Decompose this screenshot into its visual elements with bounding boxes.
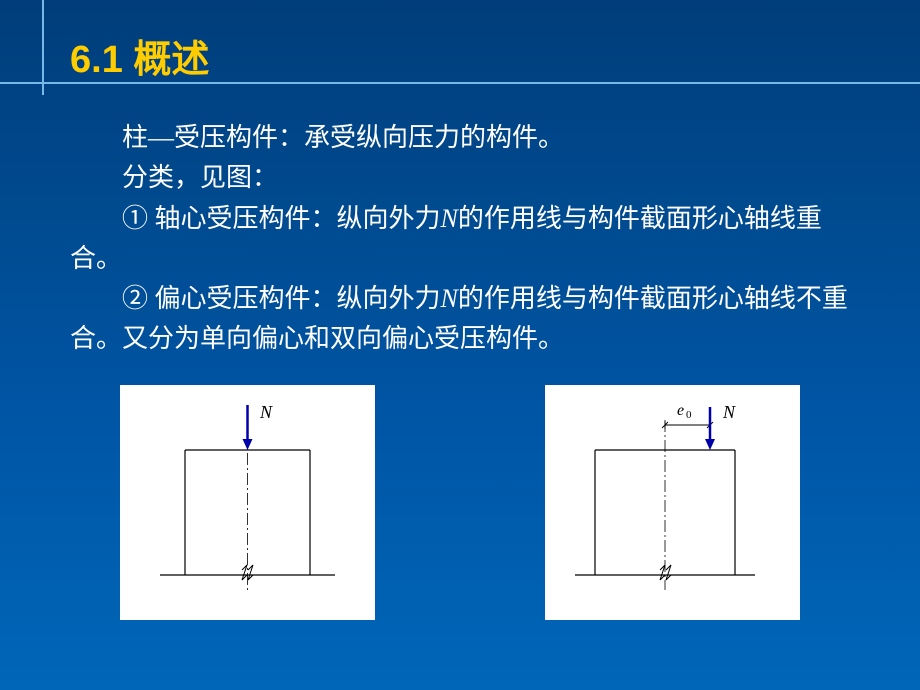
content-line-4: ② 偏心受压构件：纵向外力N的作用线与构件截面形心轴线不重合。又分为单向偏心和双… xyxy=(70,279,850,360)
eccentric-diagram-svg: N e 0 xyxy=(545,385,800,620)
title-area: 6.1 概述 xyxy=(0,0,920,83)
axial-diagram-svg: N xyxy=(120,385,375,620)
diagram-axial-compression: N xyxy=(120,385,375,620)
text-span: 柱—受压构件：承受纵向压力的构件。 xyxy=(122,123,564,152)
svg-text:e: e xyxy=(677,402,684,419)
text-span: ② 偏心受压构件：纵向外力 xyxy=(70,279,441,319)
slide-title: 6.1 概述 xyxy=(70,28,920,83)
variable-n: N xyxy=(441,284,458,313)
content-line-2: 分类，见图： xyxy=(70,158,850,198)
diagrams-row: N N e 0 xyxy=(0,385,920,620)
svg-text:N: N xyxy=(722,402,736,422)
text-span: 分类，见图： xyxy=(122,163,278,192)
content-area: 柱—受压构件：承受纵向压力的构件。 分类，见图： ① 轴心受压构件：纵向外力N的… xyxy=(0,83,920,360)
diagram-eccentric-compression: N e 0 xyxy=(545,385,800,620)
text-span: ① 轴心受压构件：纵向外力 xyxy=(70,199,441,239)
content-line-1: 柱—受压构件：承受纵向压力的构件。 xyxy=(70,118,850,158)
svg-text:0: 0 xyxy=(686,409,692,421)
variable-n: N xyxy=(441,204,458,233)
content-line-3: ① 轴心受压构件：纵向外力N的作用线与构件截面形心轴线重合。 xyxy=(70,199,850,280)
svg-text:N: N xyxy=(259,402,273,422)
